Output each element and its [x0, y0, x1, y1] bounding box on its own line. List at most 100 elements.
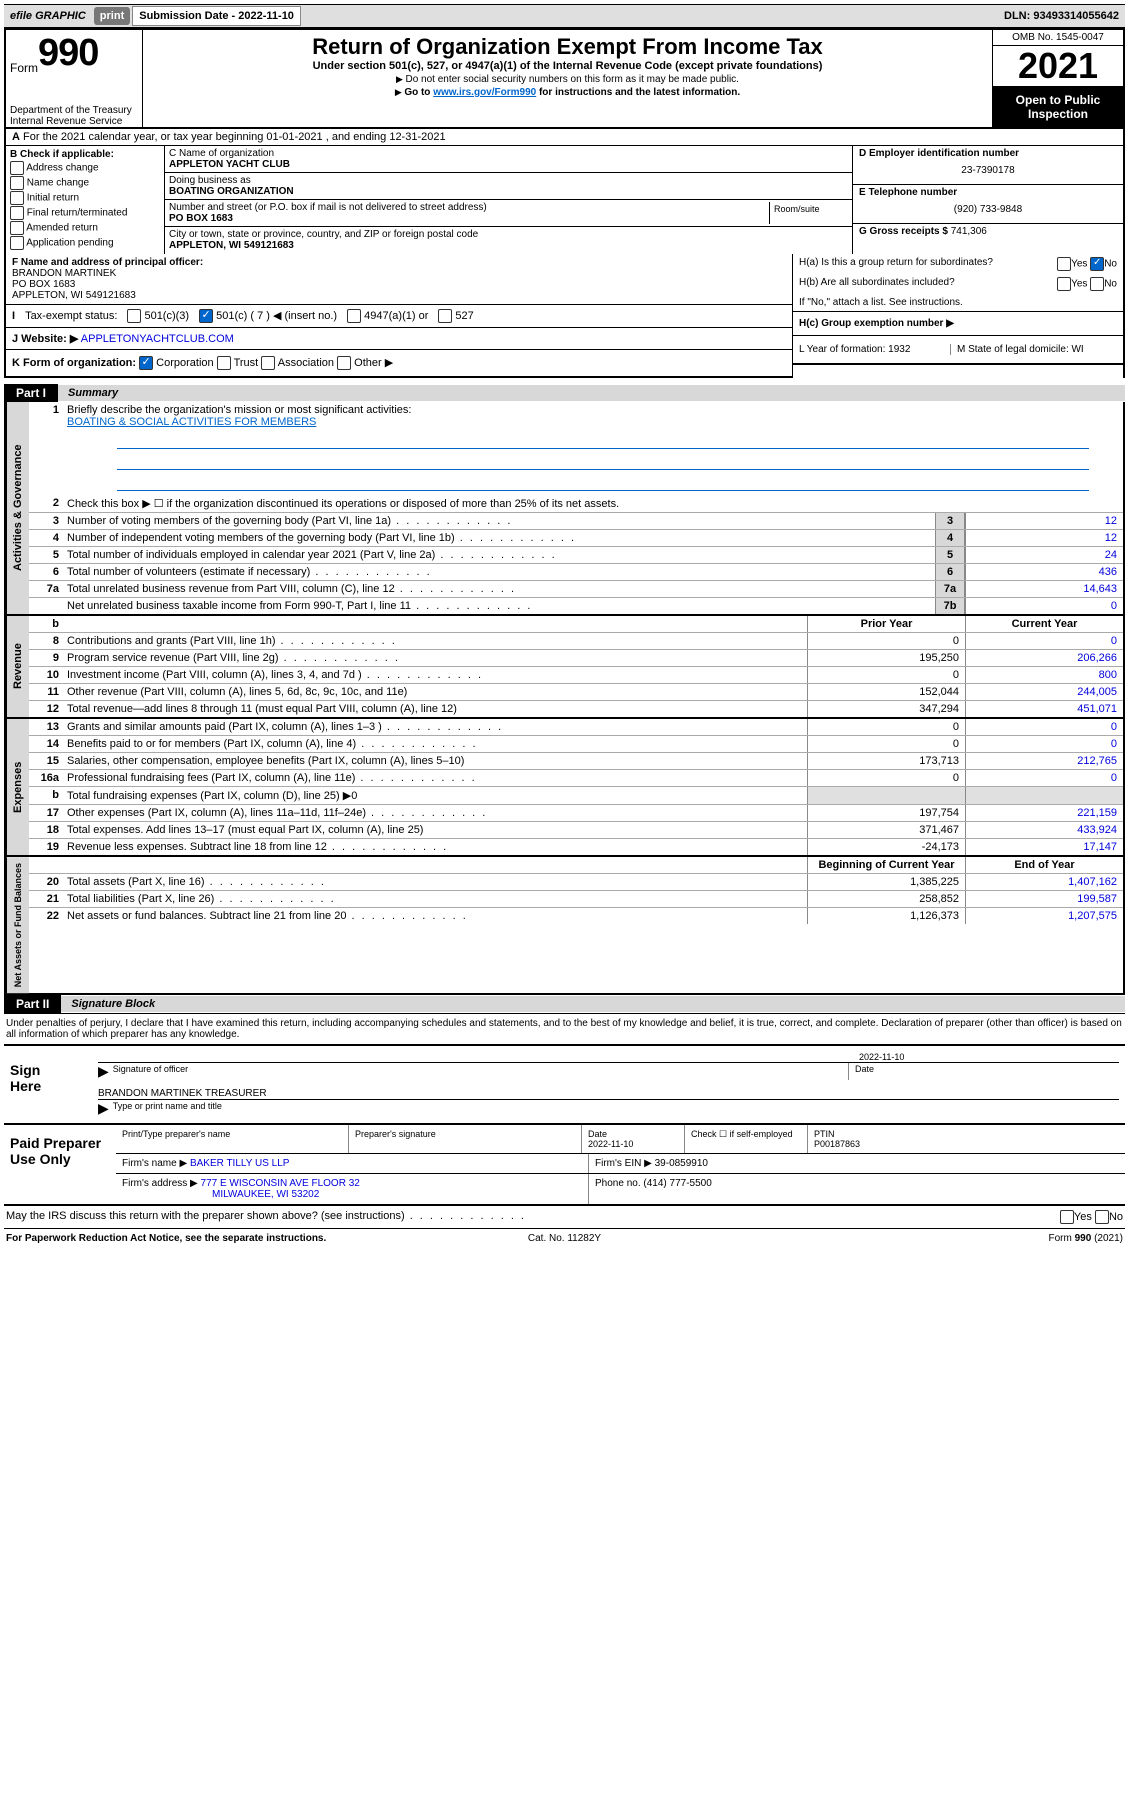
omb-number: OMB No. 1545-0047: [993, 30, 1123, 46]
chk-pending[interactable]: Application pending: [10, 236, 160, 250]
line-hb-note: If "No," attach a list. See instructions…: [799, 297, 1117, 308]
line-8: Contributions and grants (Part VIII, lin…: [63, 633, 807, 649]
mission-statement[interactable]: BOATING & SOCIAL ACTIVITIES FOR MEMBERS: [67, 416, 316, 428]
chk-501c[interactable]: ✓ 501(c) ( 7 ) ◀ (insert no.): [199, 309, 337, 323]
dba-name: BOATING ORGANIZATION: [169, 186, 294, 197]
form-header: Form 990 Department of the Treasury Inte…: [4, 28, 1125, 129]
line-5: Total number of individuals employed in …: [63, 547, 935, 563]
org-name-label: C Name of organization: [169, 148, 274, 159]
line-20: Total assets (Part X, line 16): [63, 874, 807, 890]
column-b: B Check if applicable: Address change Na…: [6, 146, 165, 254]
name-title-label: Type or print name and title: [109, 1100, 1119, 1117]
line-16b: Total fundraising expenses (Part IX, col…: [63, 787, 807, 804]
line-15: Salaries, other compensation, employee b…: [63, 753, 807, 769]
submission-date: Submission Date - 2022-11-10: [132, 6, 301, 26]
preparer-name-hdr: Print/Type preparer's name: [116, 1125, 349, 1153]
line-m: M State of legal domicile: WI: [951, 344, 1117, 355]
tax-year: 2021: [993, 46, 1123, 87]
line-a: A For the 2021 calendar year, or tax yea…: [4, 129, 1125, 146]
chk-assoc[interactable]: Association: [261, 357, 334, 369]
chk-501c3[interactable]: 501(c)(3): [127, 309, 189, 323]
line-ha: H(a) Is this a group return for subordin…: [799, 257, 1057, 271]
hdr-current-year: Current Year: [965, 616, 1123, 632]
line-7a: Total unrelated business revenue from Pa…: [63, 581, 935, 597]
line-4: Number of independent voting members of …: [63, 530, 935, 546]
chk-corp[interactable]: ✓ Corporation: [139, 357, 214, 369]
may-irs-discuss: May the IRS discuss this return with the…: [6, 1210, 1060, 1224]
line-1-label: Briefly describe the organization's miss…: [67, 404, 411, 416]
chk-address-change[interactable]: Address change: [10, 161, 160, 175]
chk-527[interactable]: 527: [438, 309, 473, 323]
ein: 23-7390178: [859, 159, 1117, 182]
paid-preparer-label: Paid Preparer Use Only: [4, 1125, 116, 1204]
ein-label: D Employer identification number: [859, 148, 1019, 159]
footer-right: Form 990 (2021): [751, 1233, 1123, 1244]
preparer-date: 2022-11-10: [588, 1139, 633, 1149]
sign-date: 2022-11-10: [859, 1052, 1119, 1062]
form-number: 990: [38, 32, 98, 75]
gross-receipts-label: G Gross receipts $: [859, 226, 948, 237]
chk-final-return[interactable]: Final return/terminated: [10, 206, 160, 220]
org-name: APPLETON YACHT CLUB: [169, 159, 290, 170]
firm-phone: (414) 777-5500: [643, 1178, 711, 1189]
side-expenses: Expenses: [6, 719, 29, 855]
sign-here-label: Sign Here: [4, 1046, 76, 1123]
chk-other[interactable]: Other ▶: [337, 357, 393, 369]
val-4: 12: [965, 530, 1123, 546]
efile-label: efile GRAPHIC: [4, 7, 92, 25]
column-c: C Name of organization APPLETON YACHT CL…: [165, 146, 853, 254]
may-irs-row: May the IRS discuss this return with the…: [4, 1206, 1125, 1228]
department: Department of the Treasury Internal Reve…: [10, 105, 138, 127]
print-button[interactable]: print: [94, 7, 130, 25]
dba-label: Doing business as: [169, 175, 251, 186]
room-suite-label: Room/suite: [769, 202, 848, 224]
line-6: Total number of volunteers (estimate if …: [63, 564, 935, 580]
website[interactable]: APPLETONYACHTCLUB.COM: [81, 333, 234, 345]
chk-trust[interactable]: Trust: [217, 357, 259, 369]
line-13: Grants and similar amounts paid (Part IX…: [63, 719, 807, 735]
firm-name: BAKER TILLY US LLP: [190, 1158, 290, 1169]
officer-addr: PO BOX 1683: [12, 279, 75, 290]
line-i: I Tax-exempt status: 501(c)(3) ✓ 501(c) …: [6, 305, 792, 328]
hdr-end-year: End of Year: [965, 857, 1123, 873]
line-19: Revenue less expenses. Subtract line 18 …: [63, 839, 807, 855]
line-11: Other revenue (Part VIII, column (A), li…: [63, 684, 807, 700]
footer-left: For Paperwork Reduction Act Notice, see …: [6, 1233, 378, 1244]
line-14: Benefits paid to or for members (Part IX…: [63, 736, 807, 752]
chk-initial-return[interactable]: Initial return: [10, 191, 160, 205]
chk-4947[interactable]: 4947(a)(1) or: [347, 309, 428, 323]
form-title: Return of Organization Exempt From Incom…: [149, 34, 986, 60]
line-17: Other expenses (Part IX, column (A), lin…: [63, 805, 807, 821]
val-7b: 0: [965, 598, 1123, 614]
line-k: K Form of organization: ✓ Corporation Tr…: [6, 350, 792, 378]
section-net-assets: Net Assets or Fund Balances Beginning of…: [4, 857, 1125, 995]
line-10: Investment income (Part VIII, column (A)…: [63, 667, 807, 683]
ptin: P00187863: [814, 1139, 860, 1149]
side-revenue: Revenue: [6, 616, 29, 717]
line-j: J Website: ▶ APPLETONYACHTCLUB.COM: [6, 328, 792, 350]
line-hb: H(b) Are all subordinates included?: [799, 277, 1057, 291]
open-public: Open to Public Inspection: [993, 87, 1123, 127]
val-7a: 14,643: [965, 581, 1123, 597]
block-b-through-g: B Check if applicable: Address change Na…: [4, 146, 1125, 254]
line-22: Net assets or fund balances. Subtract li…: [63, 908, 807, 924]
side-governance: Activities & Governance: [6, 402, 29, 614]
top-toolbar: efile GRAPHIC print Submission Date - 20…: [4, 4, 1125, 28]
section-expenses: Expenses 13Grants and similar amounts pa…: [4, 719, 1125, 857]
city-state-zip: APPLETON, WI 549121683: [169, 240, 294, 251]
line-16a: Professional fundraising fees (Part IX, …: [63, 770, 807, 786]
val-5: 24: [965, 547, 1123, 563]
note-ssn: Do not enter social security numbers on …: [149, 74, 986, 85]
preparer-sig-hdr: Preparer's signature: [349, 1125, 582, 1153]
firm-ein: 39-0859910: [655, 1158, 708, 1169]
side-net-assets: Net Assets or Fund Balances: [6, 857, 29, 993]
footer-cat: Cat. No. 11282Y: [378, 1233, 750, 1244]
signer-name: BRANDON MARTINEK TREASURER: [98, 1088, 1119, 1099]
chk-name-change[interactable]: Name change: [10, 176, 160, 190]
hdr-prior-year: Prior Year: [807, 616, 965, 632]
form-subtitle: Under section 501(c), 527, or 4947(a)(1)…: [149, 60, 986, 72]
chk-amended[interactable]: Amended return: [10, 221, 160, 235]
irs-link[interactable]: www.irs.gov/Form990: [433, 87, 536, 98]
line-hc: H(c) Group exemption number ▶: [799, 318, 954, 329]
line-7b: Net unrelated business taxable income fr…: [63, 598, 935, 614]
